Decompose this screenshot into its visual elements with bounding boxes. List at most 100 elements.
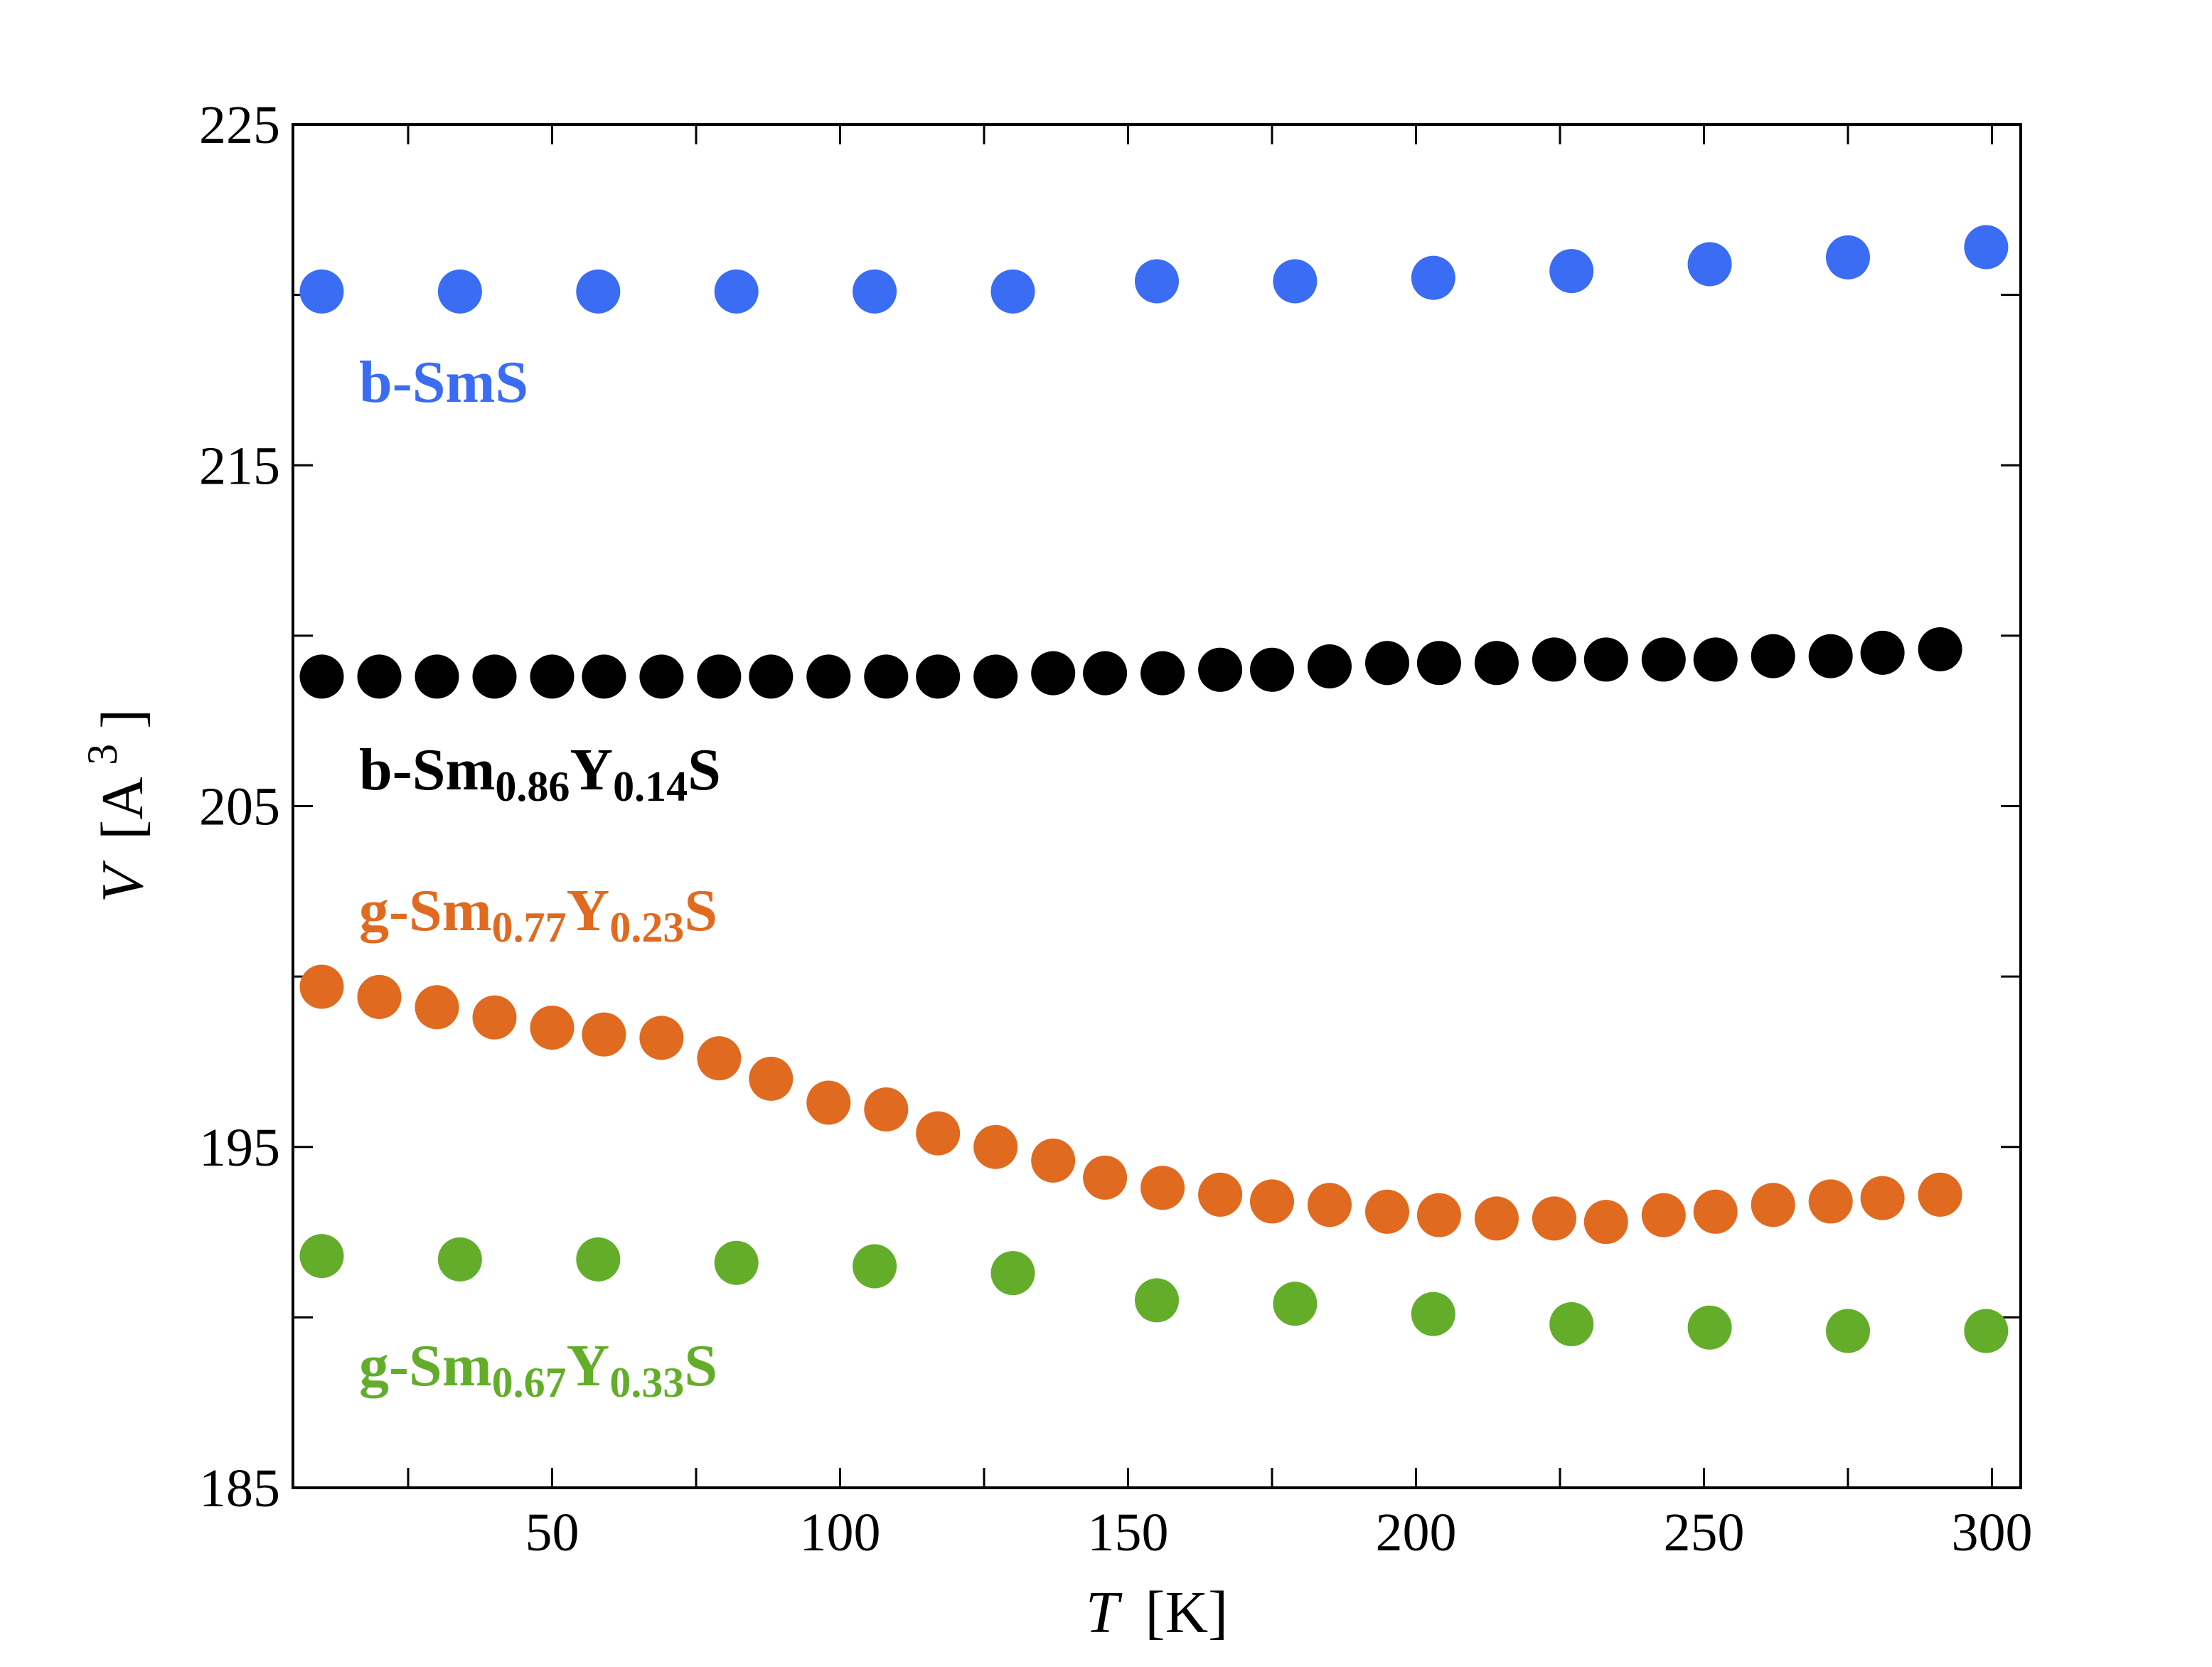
series-label-subscript: 0.86 (495, 763, 570, 810)
data-point (1365, 1189, 1409, 1234)
data-point (1808, 1179, 1853, 1224)
data-point (1250, 647, 1294, 692)
data-point (437, 269, 482, 314)
data-point (299, 1234, 344, 1279)
data-point (1964, 225, 2009, 270)
data-point (1308, 1183, 1352, 1227)
series-label: g-Sm0.67Y0.33S (359, 1333, 717, 1406)
data-point (357, 974, 402, 1019)
data-point (973, 1124, 1018, 1169)
data-point (1549, 249, 1594, 294)
data-point (853, 1244, 897, 1289)
y-tick-label: 225 (199, 95, 280, 155)
data-point (639, 654, 684, 699)
data-point (1411, 1291, 1455, 1336)
data-point (1416, 1193, 1461, 1237)
series-layer (299, 225, 2009, 1353)
data-point (1860, 630, 1905, 675)
y-axis-var: V (90, 860, 156, 902)
data-point (973, 654, 1018, 699)
data-point (916, 654, 961, 699)
data-point (990, 269, 1035, 314)
data-point (1198, 1172, 1243, 1217)
data-point (530, 654, 575, 699)
data-point (806, 654, 851, 699)
series-label-part: b-SmS (359, 349, 528, 415)
data-point (1416, 641, 1461, 686)
series-3 (299, 1234, 2009, 1353)
data-point (1365, 641, 1409, 686)
series-label-part: S (684, 1333, 717, 1399)
data-point (1860, 1176, 1905, 1220)
series-label-subscript: 0.23 (609, 904, 684, 951)
data-point (437, 1237, 482, 1282)
x-axis-var: T (1086, 1580, 1123, 1646)
data-point (1532, 1196, 1576, 1241)
y-tick-label: 215 (199, 436, 280, 496)
data-point (1641, 1193, 1686, 1237)
data-point (1250, 1179, 1294, 1224)
data-point (1641, 637, 1686, 682)
data-point (1083, 651, 1128, 696)
data-point (1532, 637, 1576, 682)
data-point (1198, 647, 1243, 692)
data-point (472, 654, 517, 699)
data-point (576, 269, 621, 314)
data-point (582, 654, 626, 699)
data-point (1308, 644, 1352, 689)
data-point (1751, 1183, 1795, 1227)
svg-text:V [A 3: V [A 3 ] (64, 709, 156, 902)
data-point (916, 1111, 961, 1156)
series-label: g-Sm0.77Y0.23S (359, 878, 717, 951)
data-point (1273, 1282, 1318, 1326)
data-point (1583, 637, 1628, 682)
data-point (1583, 1200, 1628, 1245)
y-axis-exponent: 3 (79, 744, 126, 765)
data-point (1549, 1301, 1594, 1346)
data-point (853, 269, 897, 314)
data-point (415, 985, 459, 1030)
series-label-part: Y (567, 878, 610, 944)
data-point (1693, 637, 1738, 682)
data-point (1808, 634, 1853, 678)
data-point (1826, 1309, 1870, 1353)
data-point (1273, 259, 1318, 304)
x-tick-label: 300 (1952, 1503, 2033, 1562)
data-point (472, 995, 517, 1040)
data-point (299, 964, 344, 1009)
data-point (1135, 259, 1179, 304)
data-point (1918, 627, 1962, 672)
x-tick-label: 100 (800, 1503, 881, 1562)
data-point (1687, 242, 1732, 287)
axis-ticks (293, 123, 2021, 1489)
data-point (576, 1237, 621, 1282)
data-point (1474, 641, 1519, 686)
series-1 (299, 627, 1962, 699)
y-axis-label: V [A 3 ] (64, 709, 156, 902)
data-point (990, 1251, 1035, 1296)
data-point (1083, 1155, 1128, 1200)
data-point (530, 1006, 575, 1050)
data-point (864, 654, 909, 699)
y-tick-label: 205 (199, 777, 280, 837)
data-point (1031, 651, 1076, 696)
series-label-part: S (684, 878, 717, 944)
y-tick-label: 185 (199, 1459, 280, 1518)
series-label-part: Y (570, 737, 613, 803)
x-axis-unit: [K] (1145, 1580, 1229, 1646)
series-label-part: S (688, 737, 721, 803)
data-point (1918, 1172, 1962, 1217)
data-point (299, 269, 344, 314)
axis-tick-labels: 50 100 150 200 250 300 185 195 205 215 225 (199, 95, 2033, 1562)
series-2 (299, 964, 1962, 1245)
data-point (806, 1080, 851, 1125)
data-point (1964, 1309, 2009, 1353)
series-label-part: Y (567, 1333, 610, 1399)
data-point (749, 654, 794, 699)
series-label: b-Sm0.86Y0.14S (359, 737, 721, 810)
data-point (697, 654, 742, 699)
series-label-subscript: 0.33 (609, 1359, 684, 1406)
data-point (582, 1012, 626, 1057)
x-tick-label: 200 (1376, 1503, 1457, 1562)
